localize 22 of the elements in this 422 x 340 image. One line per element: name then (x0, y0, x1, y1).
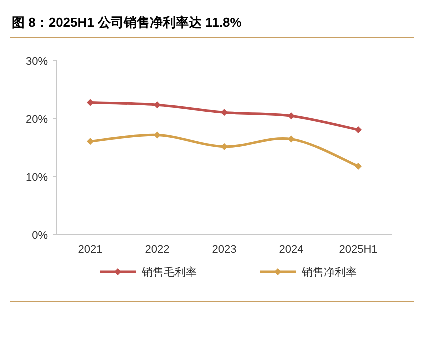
chart-title: 图 8：2025H1 公司销售净利率达 11.8% (12, 15, 242, 30)
y-tick-label: 30% (26, 56, 48, 68)
point (355, 126, 362, 134)
point (87, 99, 94, 106)
point (355, 163, 362, 170)
x-tick-label: 2025H1 (339, 244, 378, 256)
point (154, 132, 161, 139)
point (288, 112, 295, 120)
x-tick-label: 2022 (145, 244, 170, 256)
y-tick-label: 20% (26, 114, 48, 126)
y-tick-label: 0% (32, 230, 48, 242)
point (221, 143, 228, 150)
x-tick-label: 2023 (212, 244, 237, 256)
y-tick-label: 10% (26, 172, 48, 184)
legend-label: 销售毛利率 (141, 266, 197, 279)
point (288, 136, 295, 143)
x-tick-label: 2021 (78, 244, 103, 256)
x-tick-label: 2024 (279, 244, 304, 256)
legend-label: 销售净利率 (301, 266, 357, 279)
point (221, 109, 228, 116)
point (154, 102, 161, 109)
point (87, 138, 94, 146)
